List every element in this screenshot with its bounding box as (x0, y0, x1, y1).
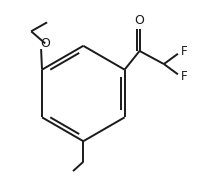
Text: F: F (181, 45, 187, 58)
Text: O: O (135, 14, 145, 27)
Text: O: O (40, 37, 50, 50)
Text: F: F (181, 70, 187, 83)
